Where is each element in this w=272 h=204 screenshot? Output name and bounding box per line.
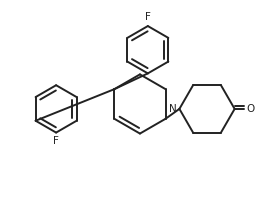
Text: N: N [169, 104, 176, 114]
Text: F: F [145, 12, 151, 22]
Text: O: O [246, 104, 255, 114]
Text: F: F [53, 136, 59, 146]
